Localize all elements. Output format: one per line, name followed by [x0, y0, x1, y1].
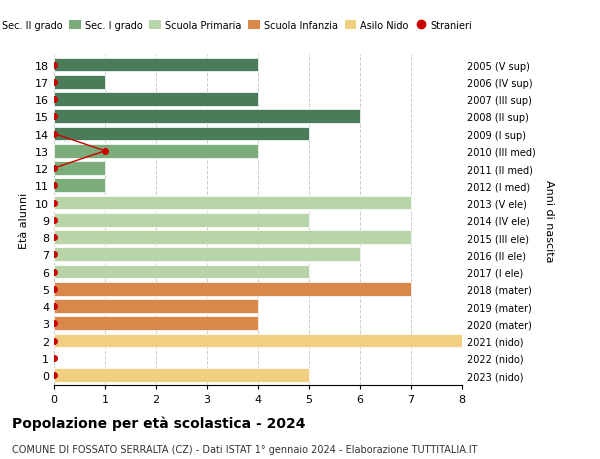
Bar	[54, 58, 258, 72]
Bar	[54, 76, 105, 90]
Bar	[54, 213, 309, 227]
Bar	[54, 265, 309, 279]
Bar	[54, 248, 360, 262]
Bar	[54, 317, 258, 330]
Bar	[54, 179, 105, 193]
Bar	[54, 334, 462, 348]
Bar	[54, 127, 309, 141]
Text: Popolazione per età scolastica - 2024: Popolazione per età scolastica - 2024	[12, 415, 305, 430]
Legend: Sec. II grado, Sec. I grado, Scuola Primaria, Scuola Infanzia, Asilo Nido, Stran: Sec. II grado, Sec. I grado, Scuola Prim…	[0, 17, 476, 35]
Bar	[54, 162, 105, 175]
Bar	[54, 145, 258, 158]
Bar	[54, 93, 258, 106]
Bar	[54, 282, 411, 296]
Y-axis label: Età alunni: Età alunni	[19, 192, 29, 248]
Y-axis label: Anni di nascita: Anni di nascita	[544, 179, 554, 262]
Bar	[54, 368, 309, 382]
Bar	[54, 299, 258, 313]
Bar	[54, 196, 411, 210]
Text: COMUNE DI FOSSATO SERRALTA (CZ) - Dati ISTAT 1° gennaio 2024 - Elaborazione TUTT: COMUNE DI FOSSATO SERRALTA (CZ) - Dati I…	[12, 444, 478, 454]
Bar	[54, 230, 411, 244]
Bar	[54, 110, 360, 124]
